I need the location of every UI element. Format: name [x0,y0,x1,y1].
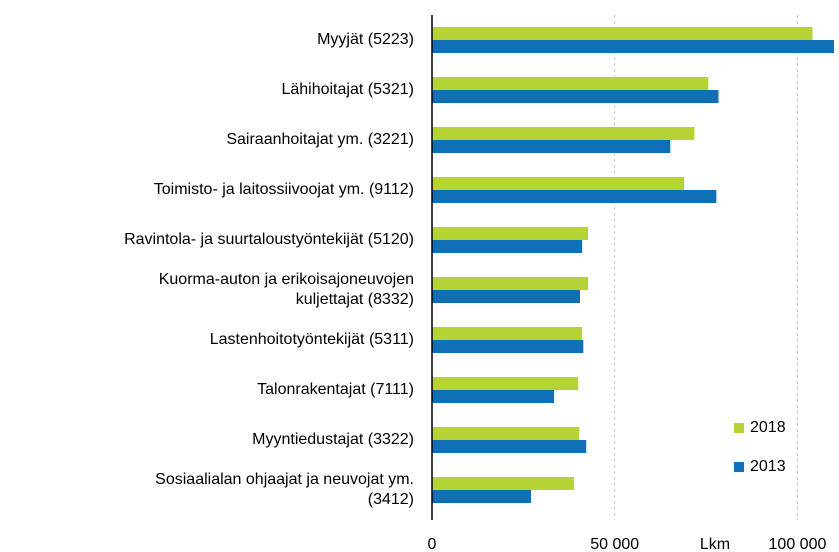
legend-label: 2018 [750,419,786,436]
bar [432,440,587,453]
y-tick-label: Myyntiedustajat (3322) [252,431,414,448]
x-tick-label: 100 000 [769,536,827,552]
bar [432,27,813,40]
bar [432,77,709,90]
y-tick-label: Sosiaalialan ohjaajat ja neuvojat ym. (34… [155,471,414,508]
bar [432,427,580,440]
bar [432,377,579,390]
bar [432,340,584,353]
bar [432,290,581,303]
y-tick-label: Myyjät (5223) [317,31,414,48]
x-tick-label: 0 [428,536,437,552]
bar [432,227,589,240]
bar [432,390,555,403]
bar [432,477,575,490]
y-tick-label: Lähihoitajat (5321) [281,81,414,98]
bar [432,40,834,53]
bar [432,190,717,203]
bar [432,90,719,103]
legend-swatch [734,462,744,472]
legend-label: 2013 [750,458,786,475]
bar [432,140,671,153]
x-tick-label: 50 000 [590,536,639,552]
x-axis-label: Lkm [700,536,730,552]
bar [432,240,583,253]
bar [432,277,589,290]
y-tick-label: Ravintola- ja suurtaloustyöntekijät (512… [124,231,414,248]
y-tick-label: Kuorma-auton ja erikoisajoneuvojen kuljet… [159,271,414,308]
bar [432,127,695,140]
y-tick-label: Toimisto- ja laitossiivoojat ym. (9112) [154,181,414,198]
bar [432,490,532,503]
bar [432,327,583,340]
bar [432,177,685,190]
y-tick-label: Talonrakentajat (7111) [257,381,414,398]
y-tick-label: Lastenhoitotyöntekijät (5311) [210,331,414,348]
y-tick-label: Sairaanhoitajat ym. (3221) [226,131,414,148]
legend-swatch [734,423,744,433]
